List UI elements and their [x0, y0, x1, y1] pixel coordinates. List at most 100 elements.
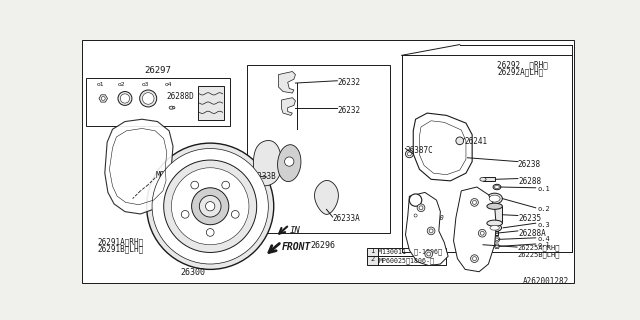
Circle shape [472, 257, 476, 260]
Text: 26238: 26238 [518, 160, 541, 169]
Text: 1: 1 [413, 197, 418, 203]
Polygon shape [494, 237, 500, 242]
Text: IN: IN [290, 226, 301, 235]
Circle shape [147, 143, 274, 269]
Circle shape [205, 202, 215, 211]
Ellipse shape [412, 207, 419, 212]
Polygon shape [454, 187, 496, 272]
Ellipse shape [480, 177, 486, 181]
Bar [86, 78, 230, 126]
Text: 26233A: 26233A [333, 214, 360, 223]
Circle shape [285, 157, 294, 166]
Bar [367, 248, 378, 256]
Text: o2: o2 [118, 82, 125, 87]
Circle shape [419, 206, 423, 210]
Text: 26292A〈LH〉: 26292A〈LH〉 [497, 68, 543, 77]
Circle shape [142, 93, 154, 104]
Text: 26288A: 26288A [518, 229, 547, 238]
Text: 26232: 26232 [337, 106, 360, 115]
Circle shape [410, 194, 422, 206]
Circle shape [408, 152, 412, 156]
Ellipse shape [173, 107, 175, 109]
Circle shape [101, 97, 105, 100]
Circle shape [164, 160, 257, 252]
Text: o3: o3 [141, 82, 149, 87]
Ellipse shape [493, 184, 501, 190]
Polygon shape [314, 180, 339, 214]
Text: 26225A〈RH〉: 26225A〈RH〉 [517, 245, 559, 252]
Circle shape [414, 214, 417, 217]
Polygon shape [282, 98, 296, 116]
Circle shape [412, 212, 419, 219]
Text: o.2: o.2 [537, 206, 550, 212]
Polygon shape [406, 192, 448, 266]
Text: FRONT: FRONT [282, 243, 312, 252]
Text: o.3: o.3 [537, 222, 550, 228]
Text: 26288: 26288 [518, 177, 542, 186]
Text: 26291A〈RH〉: 26291A〈RH〉 [97, 237, 143, 246]
Circle shape [199, 196, 221, 217]
Ellipse shape [490, 226, 499, 230]
Text: MP60025〈1806-〉: MP60025〈1806-〉 [378, 257, 435, 264]
Ellipse shape [487, 203, 502, 209]
Text: o.1: o.1 [537, 243, 550, 248]
Text: 26288D: 26288D [167, 92, 195, 101]
Bar [367, 256, 378, 265]
Text: 26292  〈RH〉: 26292 〈RH〉 [497, 60, 548, 69]
Circle shape [472, 201, 476, 204]
Ellipse shape [495, 186, 499, 188]
Ellipse shape [278, 145, 301, 181]
Circle shape [222, 181, 230, 189]
Circle shape [429, 229, 433, 233]
Bar [487, 206, 502, 223]
Ellipse shape [169, 106, 174, 109]
Circle shape [427, 252, 431, 256]
Text: 26235: 26235 [518, 214, 542, 223]
Text: A262001282: A262001282 [524, 277, 570, 286]
Ellipse shape [482, 231, 488, 235]
Circle shape [191, 181, 198, 189]
Polygon shape [413, 113, 472, 181]
Polygon shape [253, 140, 282, 186]
Polygon shape [105, 119, 173, 214]
Circle shape [425, 250, 433, 258]
Circle shape [191, 188, 229, 225]
Ellipse shape [488, 224, 502, 232]
Text: 26291B〈LH〉: 26291B〈LH〉 [97, 244, 143, 253]
Circle shape [428, 227, 435, 235]
Circle shape [470, 255, 478, 262]
Circle shape [495, 238, 499, 241]
Circle shape [181, 211, 189, 218]
Polygon shape [494, 244, 500, 249]
Text: 1: 1 [370, 248, 374, 254]
Circle shape [140, 90, 157, 107]
Text: o1: o1 [97, 82, 104, 87]
Circle shape [206, 228, 214, 236]
Text: 26387C: 26387C [406, 146, 433, 155]
Circle shape [496, 245, 498, 247]
Ellipse shape [487, 220, 502, 226]
Ellipse shape [489, 195, 500, 202]
Text: 26233B: 26233B [248, 172, 276, 181]
Polygon shape [278, 71, 296, 93]
Bar [378, 248, 446, 256]
Text: M130011  〈-1806〉: M130011 〈-1806〉 [378, 249, 442, 255]
Bar [378, 256, 446, 265]
Circle shape [118, 92, 132, 105]
Text: M000162: M000162 [155, 171, 188, 180]
Bar [485, 231, 498, 235]
Text: 26232: 26232 [337, 78, 360, 87]
Circle shape [417, 204, 425, 212]
Circle shape [478, 229, 486, 237]
Text: 2: 2 [370, 256, 374, 262]
Circle shape [406, 150, 413, 158]
Bar [483, 177, 495, 181]
Circle shape [456, 137, 463, 145]
Text: o.1: o.1 [537, 186, 550, 192]
Bar [246, 65, 390, 233]
Polygon shape [99, 95, 108, 102]
Bar [402, 55, 572, 252]
Text: 26225B〈LH〉: 26225B〈LH〉 [517, 252, 559, 258]
Circle shape [232, 211, 239, 218]
Ellipse shape [487, 193, 502, 204]
